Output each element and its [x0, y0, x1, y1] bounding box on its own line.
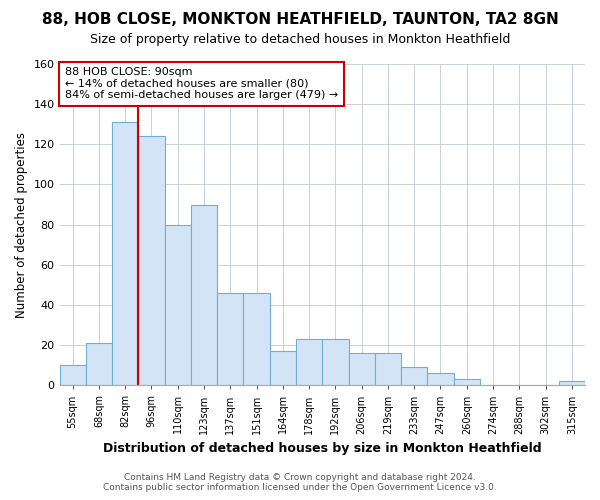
Bar: [139, 136, 164, 386]
X-axis label: Distribution of detached houses by size in Monkton Heathfield: Distribution of detached houses by size …: [103, 442, 542, 455]
Bar: [270, 351, 296, 386]
Bar: [559, 381, 585, 386]
Text: 88, HOB CLOSE, MONKTON HEATHFIELD, TAUNTON, TA2 8GN: 88, HOB CLOSE, MONKTON HEATHFIELD, TAUNT…: [41, 12, 559, 28]
Bar: [427, 373, 454, 386]
Bar: [454, 379, 480, 386]
Bar: [59, 365, 86, 386]
Bar: [244, 293, 270, 386]
Bar: [217, 293, 244, 386]
Bar: [296, 339, 322, 386]
Bar: [164, 224, 191, 386]
Bar: [349, 353, 375, 386]
Bar: [401, 367, 427, 386]
Bar: [375, 353, 401, 386]
Text: 88 HOB CLOSE: 90sqm
← 14% of detached houses are smaller (80)
84% of semi-detach: 88 HOB CLOSE: 90sqm ← 14% of detached ho…: [65, 67, 338, 100]
Y-axis label: Number of detached properties: Number of detached properties: [15, 132, 28, 318]
Text: Contains HM Land Registry data © Crown copyright and database right 2024.
Contai: Contains HM Land Registry data © Crown c…: [103, 473, 497, 492]
Bar: [322, 339, 349, 386]
Text: Size of property relative to detached houses in Monkton Heathfield: Size of property relative to detached ho…: [90, 32, 510, 46]
Bar: [86, 343, 112, 386]
Bar: [112, 122, 139, 386]
Bar: [191, 204, 217, 386]
